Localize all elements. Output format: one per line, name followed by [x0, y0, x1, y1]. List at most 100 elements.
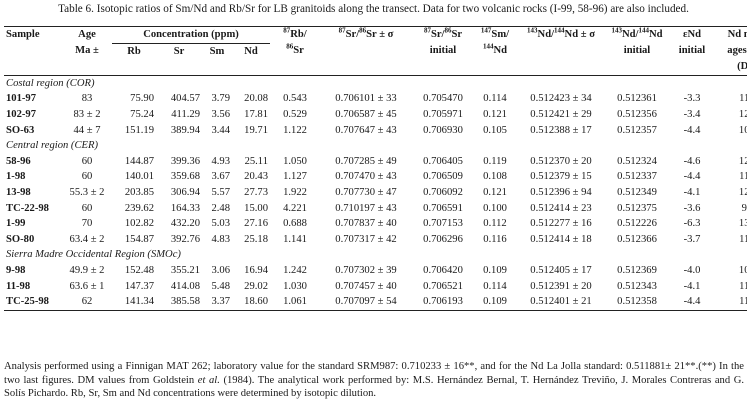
cell-srsr-initial: 0.707153 [423, 218, 463, 230]
cell-sample: 11-98 [6, 280, 31, 292]
cell-smnd: 0.119 [483, 155, 507, 167]
cell-ndnd-initial: 0.512343 [617, 280, 657, 292]
cell-rbsr: 1.030 [283, 280, 307, 292]
cell-sample: 1-99 [6, 218, 26, 230]
cell-age: 55.3 ± 2 [69, 186, 105, 198]
cell-rbsr: 0.543 [283, 93, 307, 105]
cell-rb: 144.87 [124, 155, 154, 167]
header-ndnd-initial-line2: initial [623, 45, 651, 57]
header-sr: Sr [173, 45, 185, 57]
cell-ndnd-initial: 0.512349 [617, 186, 657, 198]
cell-srsr: 0.706101 ± 33 [335, 93, 397, 105]
cell-sample: 101-97 [6, 93, 37, 105]
header-age-unit: Ma ± [75, 45, 99, 57]
cell-nd: 19.71 [244, 124, 269, 136]
cell-sm: 4.93 [211, 155, 230, 167]
cell-nd: 15.00 [244, 202, 269, 214]
cell-end: -4.4 [683, 124, 701, 136]
cell-srsr-initial: 0.706930 [423, 124, 463, 136]
cell-sr: 389.94 [170, 124, 200, 136]
cell-model-age: 1079 [738, 124, 747, 136]
cell-age: 60 [81, 202, 93, 214]
cell-smnd: 0.100 [483, 202, 507, 214]
cell-end: -4.0 [683, 264, 701, 276]
cell-srsr: 0.707302 ± 39 [335, 264, 397, 276]
cell-smnd: 0.121 [483, 186, 507, 198]
cell-ndnd: 0.512396 ± 94 [530, 186, 592, 198]
cell-smnd: 0.114 [483, 93, 507, 105]
cell-sample: 13-98 [6, 186, 31, 198]
cell-age: 63.4 ± 2 [69, 233, 105, 245]
header-smnd: 147Sm/ [480, 26, 510, 41]
table-row: TC-22-98 60 239.62 164.33 2.48 15.00 4.221 0.71… [4, 201, 747, 217]
cell-sample: 58-96 [6, 155, 31, 167]
cell-sr: 399.36 [170, 155, 200, 167]
cell-model-age: 1122 [739, 171, 747, 183]
cell-age: 44 ± 7 [73, 124, 101, 136]
cell-sr: 404.57 [170, 93, 200, 105]
cell-sm: 3.37 [211, 296, 230, 308]
header-sample: Sample [6, 29, 40, 41]
cell-smnd: 0.116 [483, 233, 507, 245]
cell-sm: 3.06 [211, 264, 230, 276]
cell-smnd: 0.108 [483, 171, 507, 183]
cell-smnd: 0.109 [483, 264, 507, 276]
cell-sm: 4.83 [211, 233, 230, 245]
table-row: 58-96 60 144.87 399.36 4.93 25.11 1.050 0.70728… [4, 154, 747, 170]
cell-end: -4.1 [683, 280, 701, 292]
cell-srsr: 0.710197 ± 43 [335, 202, 397, 214]
cell-model-age: 1096 [738, 264, 747, 276]
table-row: SO-80 63.4 ± 2 154.87 392.76 4.83 25.18 1.141 0… [4, 232, 747, 248]
cell-age: 49.9 ± 2 [69, 264, 105, 276]
cell-rbsr: 1.922 [283, 186, 307, 198]
cell-rbsr: 1.127 [283, 171, 307, 183]
cell-end: -4.6 [683, 155, 701, 167]
cell-model-age: 1266 [738, 155, 747, 167]
table-row: 101-97 83 75.90 404.57 3.79 20.08 0.543 0.70610… [4, 91, 747, 107]
cell-age: 62 [81, 296, 93, 308]
cell-sample: 9-98 [6, 264, 26, 276]
header-age: Age [78, 29, 96, 41]
cell-model-age: 997 [741, 202, 747, 214]
cell-sr: 385.58 [170, 296, 200, 308]
cell-age: 83 [81, 93, 93, 105]
cell-sr: 355.21 [170, 264, 200, 276]
cell-nd: 18.60 [244, 296, 269, 308]
cell-end: -3.6 [683, 202, 701, 214]
cell-ndnd: 0.512401 ± 21 [530, 296, 592, 308]
cell-nd: 25.18 [244, 233, 269, 245]
cell-sample: SO-80 [6, 233, 35, 245]
header-model-line2: ages (Ma) [727, 45, 747, 57]
cell-sr: 414.08 [170, 280, 200, 292]
cell-rbsr: 1.242 [283, 264, 307, 276]
cell-srsr: 0.707837 ± 40 [335, 218, 397, 230]
cell-ndnd-initial: 0.512356 [617, 108, 657, 120]
cell-sm: 5.03 [211, 218, 230, 230]
cell-nd: 29.02 [244, 280, 269, 292]
cell-sm: 3.79 [211, 93, 230, 105]
cell-ndnd: 0.512370 ± 20 [530, 155, 592, 167]
cell-srsr: 0.707317 ± 42 [335, 233, 397, 245]
cell-sr: 392.76 [170, 233, 200, 245]
cell-srsr-initial: 0.706296 [423, 233, 463, 245]
cell-ndnd-initial: 0.512369 [617, 264, 657, 276]
cell-rbsr: 4.221 [283, 202, 307, 214]
cell-srsr: 0.707647 ± 43 [335, 124, 397, 136]
table-row: 13-98 55.3 ± 2 203.85 306.94 5.57 27.73 1.922 0… [4, 185, 747, 201]
cell-end: -4.1 [683, 186, 701, 198]
cell-srsr: 0.707457 ± 40 [335, 280, 397, 292]
cell-sm: 3.56 [211, 108, 230, 120]
header-ndnd: 143Nd/144Nd ± σ [527, 26, 595, 41]
cell-rbsr: 1.141 [283, 233, 307, 245]
cell-sample: SO-63 [6, 124, 35, 136]
cell-sample: TC-22-98 [6, 202, 49, 214]
cell-ndnd-initial: 0.512366 [617, 233, 657, 245]
cell-rb: 151.19 [124, 124, 154, 136]
table-row: 102-97 83 ± 2 75.24 411.29 3.56 17.81 0.529 0.7… [4, 107, 747, 123]
header-row-1: Sample Age Concentration (ppm) 87Rb/ 87S… [4, 26, 747, 44]
header-row-2: Ma ± Rb Sr Sm Nd 86Sr initial 144Nd init… [4, 43, 747, 59]
cell-age: 70 [81, 218, 93, 230]
cell-smnd: 0.114 [483, 280, 507, 292]
cell-sr: 164.33 [170, 202, 200, 214]
